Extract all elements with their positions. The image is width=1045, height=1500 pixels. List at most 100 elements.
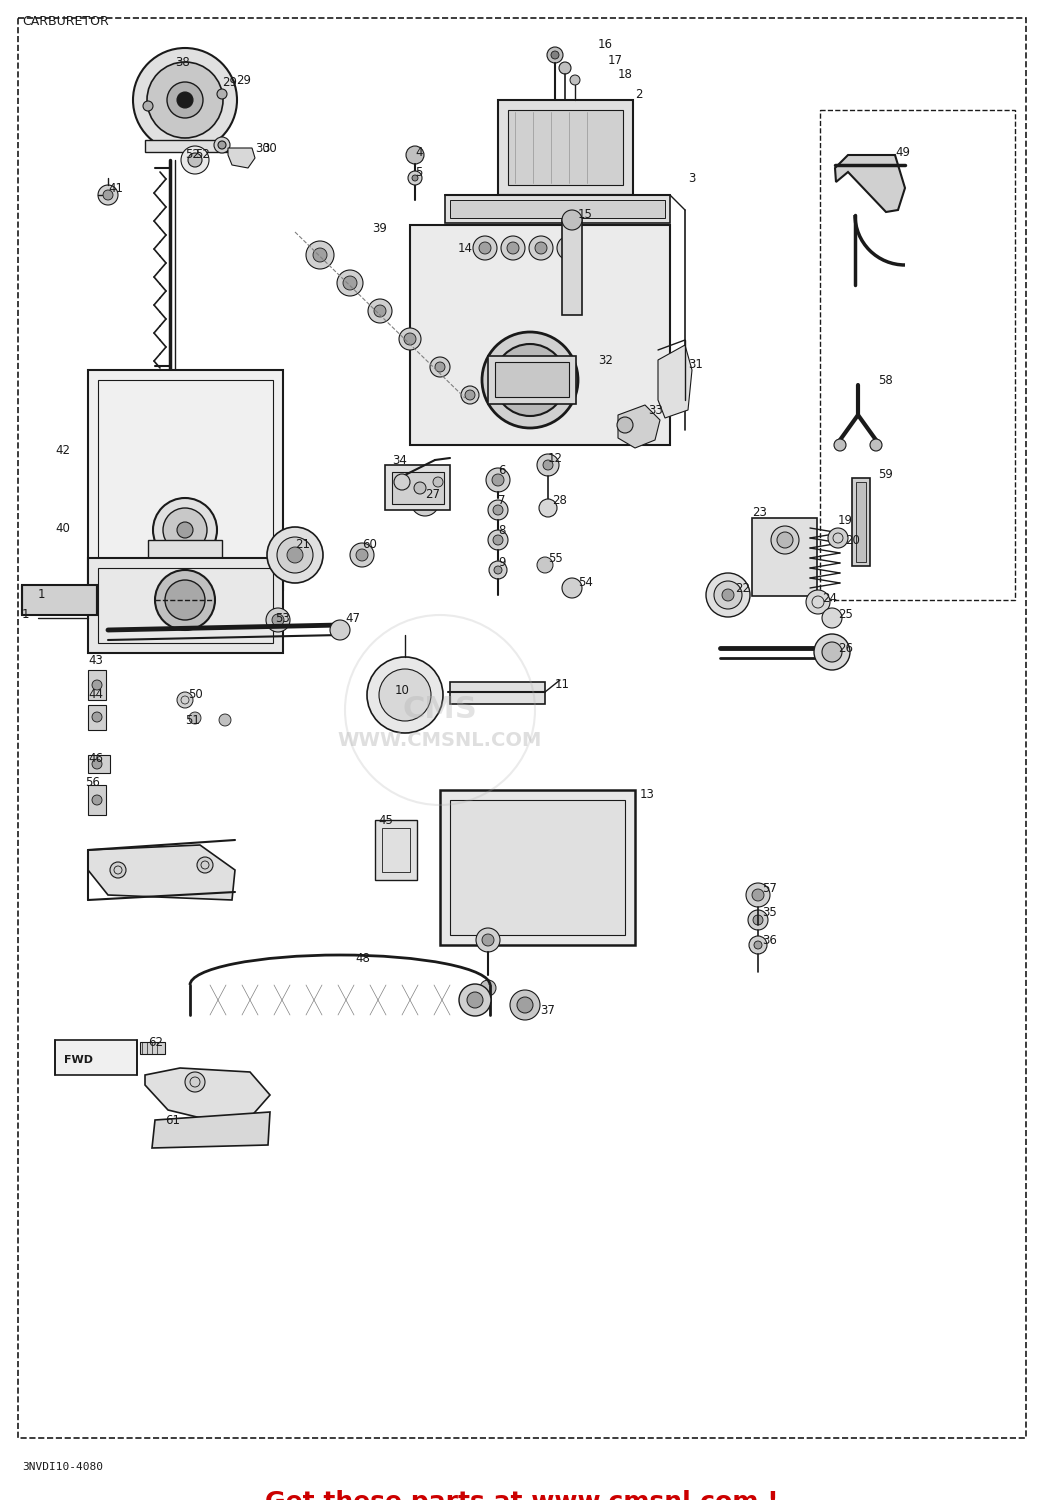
Circle shape [153, 498, 217, 562]
Text: 51: 51 [185, 714, 200, 726]
Circle shape [493, 536, 503, 544]
Text: 41: 41 [108, 182, 123, 195]
Circle shape [418, 495, 432, 508]
Bar [88, 670, 106, 700]
Text: 45: 45 [378, 813, 393, 826]
Polygon shape [145, 1068, 270, 1125]
Circle shape [407, 146, 424, 164]
Text: 15: 15 [578, 209, 593, 222]
Bar [98, 380, 273, 580]
Circle shape [529, 236, 553, 260]
Bar [146, 438, 170, 450]
Bar [98, 568, 273, 644]
Polygon shape [835, 154, 905, 212]
Text: 3: 3 [688, 171, 695, 184]
Text: 28: 28 [552, 494, 566, 507]
Circle shape [465, 390, 475, 400]
Circle shape [828, 528, 847, 548]
Bar [145, 140, 227, 152]
Circle shape [198, 856, 213, 873]
Bar [495, 362, 568, 398]
Text: 35: 35 [762, 906, 776, 918]
Circle shape [706, 573, 750, 616]
Circle shape [368, 298, 392, 322]
Text: 52: 52 [195, 148, 210, 162]
Bar [385, 465, 450, 510]
Circle shape [374, 304, 386, 316]
Text: 56: 56 [85, 776, 100, 789]
Circle shape [92, 712, 102, 722]
Text: CMS: CMS [402, 696, 478, 724]
Circle shape [492, 474, 504, 486]
Bar [55, 1040, 137, 1076]
Bar [852, 478, 870, 566]
Text: 61: 61 [165, 1113, 180, 1126]
Circle shape [185, 1072, 205, 1092]
Circle shape [834, 440, 846, 452]
Circle shape [537, 556, 553, 573]
Bar [508, 110, 623, 184]
Text: 11: 11 [555, 678, 570, 692]
Circle shape [356, 549, 368, 561]
Text: 3NVDI10-4080: 3NVDI10-4080 [22, 1462, 103, 1472]
Circle shape [771, 526, 799, 554]
Bar [450, 682, 545, 703]
Circle shape [133, 48, 237, 152]
Text: 10: 10 [395, 684, 410, 696]
Bar [445, 195, 670, 223]
Circle shape [404, 333, 416, 345]
Circle shape [414, 482, 426, 494]
Bar [856, 482, 866, 562]
Text: 14: 14 [458, 242, 473, 255]
Circle shape [336, 270, 363, 296]
Circle shape [367, 657, 443, 734]
Polygon shape [618, 405, 660, 448]
Text: 55: 55 [548, 552, 563, 564]
Circle shape [777, 532, 793, 548]
Circle shape [189, 712, 201, 724]
Circle shape [408, 171, 422, 184]
Polygon shape [152, 1112, 270, 1148]
Circle shape [473, 236, 497, 260]
Text: 57: 57 [762, 882, 776, 894]
Text: 33: 33 [648, 404, 663, 417]
Circle shape [266, 608, 291, 631]
Circle shape [563, 242, 575, 254]
Circle shape [461, 386, 479, 404]
Circle shape [467, 992, 483, 1008]
Circle shape [482, 934, 494, 946]
Text: 19: 19 [838, 513, 853, 526]
Bar [498, 100, 633, 195]
Circle shape [814, 634, 850, 670]
Circle shape [752, 890, 764, 902]
Circle shape [722, 590, 734, 602]
Text: 40: 40 [55, 522, 70, 534]
Text: 29: 29 [236, 74, 251, 87]
Circle shape [488, 530, 508, 550]
Circle shape [287, 548, 303, 562]
Text: 1: 1 [22, 609, 29, 621]
Bar [148, 427, 168, 438]
Bar [146, 460, 170, 476]
Circle shape [494, 344, 566, 416]
Bar [440, 790, 635, 945]
Text: 50: 50 [188, 688, 203, 702]
Circle shape [177, 692, 193, 708]
Circle shape [92, 680, 102, 690]
Circle shape [217, 88, 227, 99]
Text: 20: 20 [845, 534, 860, 546]
Text: 2: 2 [635, 88, 643, 102]
Circle shape [147, 62, 223, 138]
Circle shape [539, 500, 557, 517]
Text: 25: 25 [838, 609, 853, 621]
Text: 38: 38 [175, 56, 190, 69]
Circle shape [272, 614, 284, 626]
Text: 62: 62 [148, 1035, 163, 1048]
Circle shape [806, 590, 830, 613]
Text: 36: 36 [762, 933, 776, 946]
Bar [22, 585, 97, 615]
Circle shape [103, 190, 113, 200]
Bar [382, 828, 410, 872]
Bar [88, 558, 283, 652]
Text: 34: 34 [392, 453, 407, 466]
